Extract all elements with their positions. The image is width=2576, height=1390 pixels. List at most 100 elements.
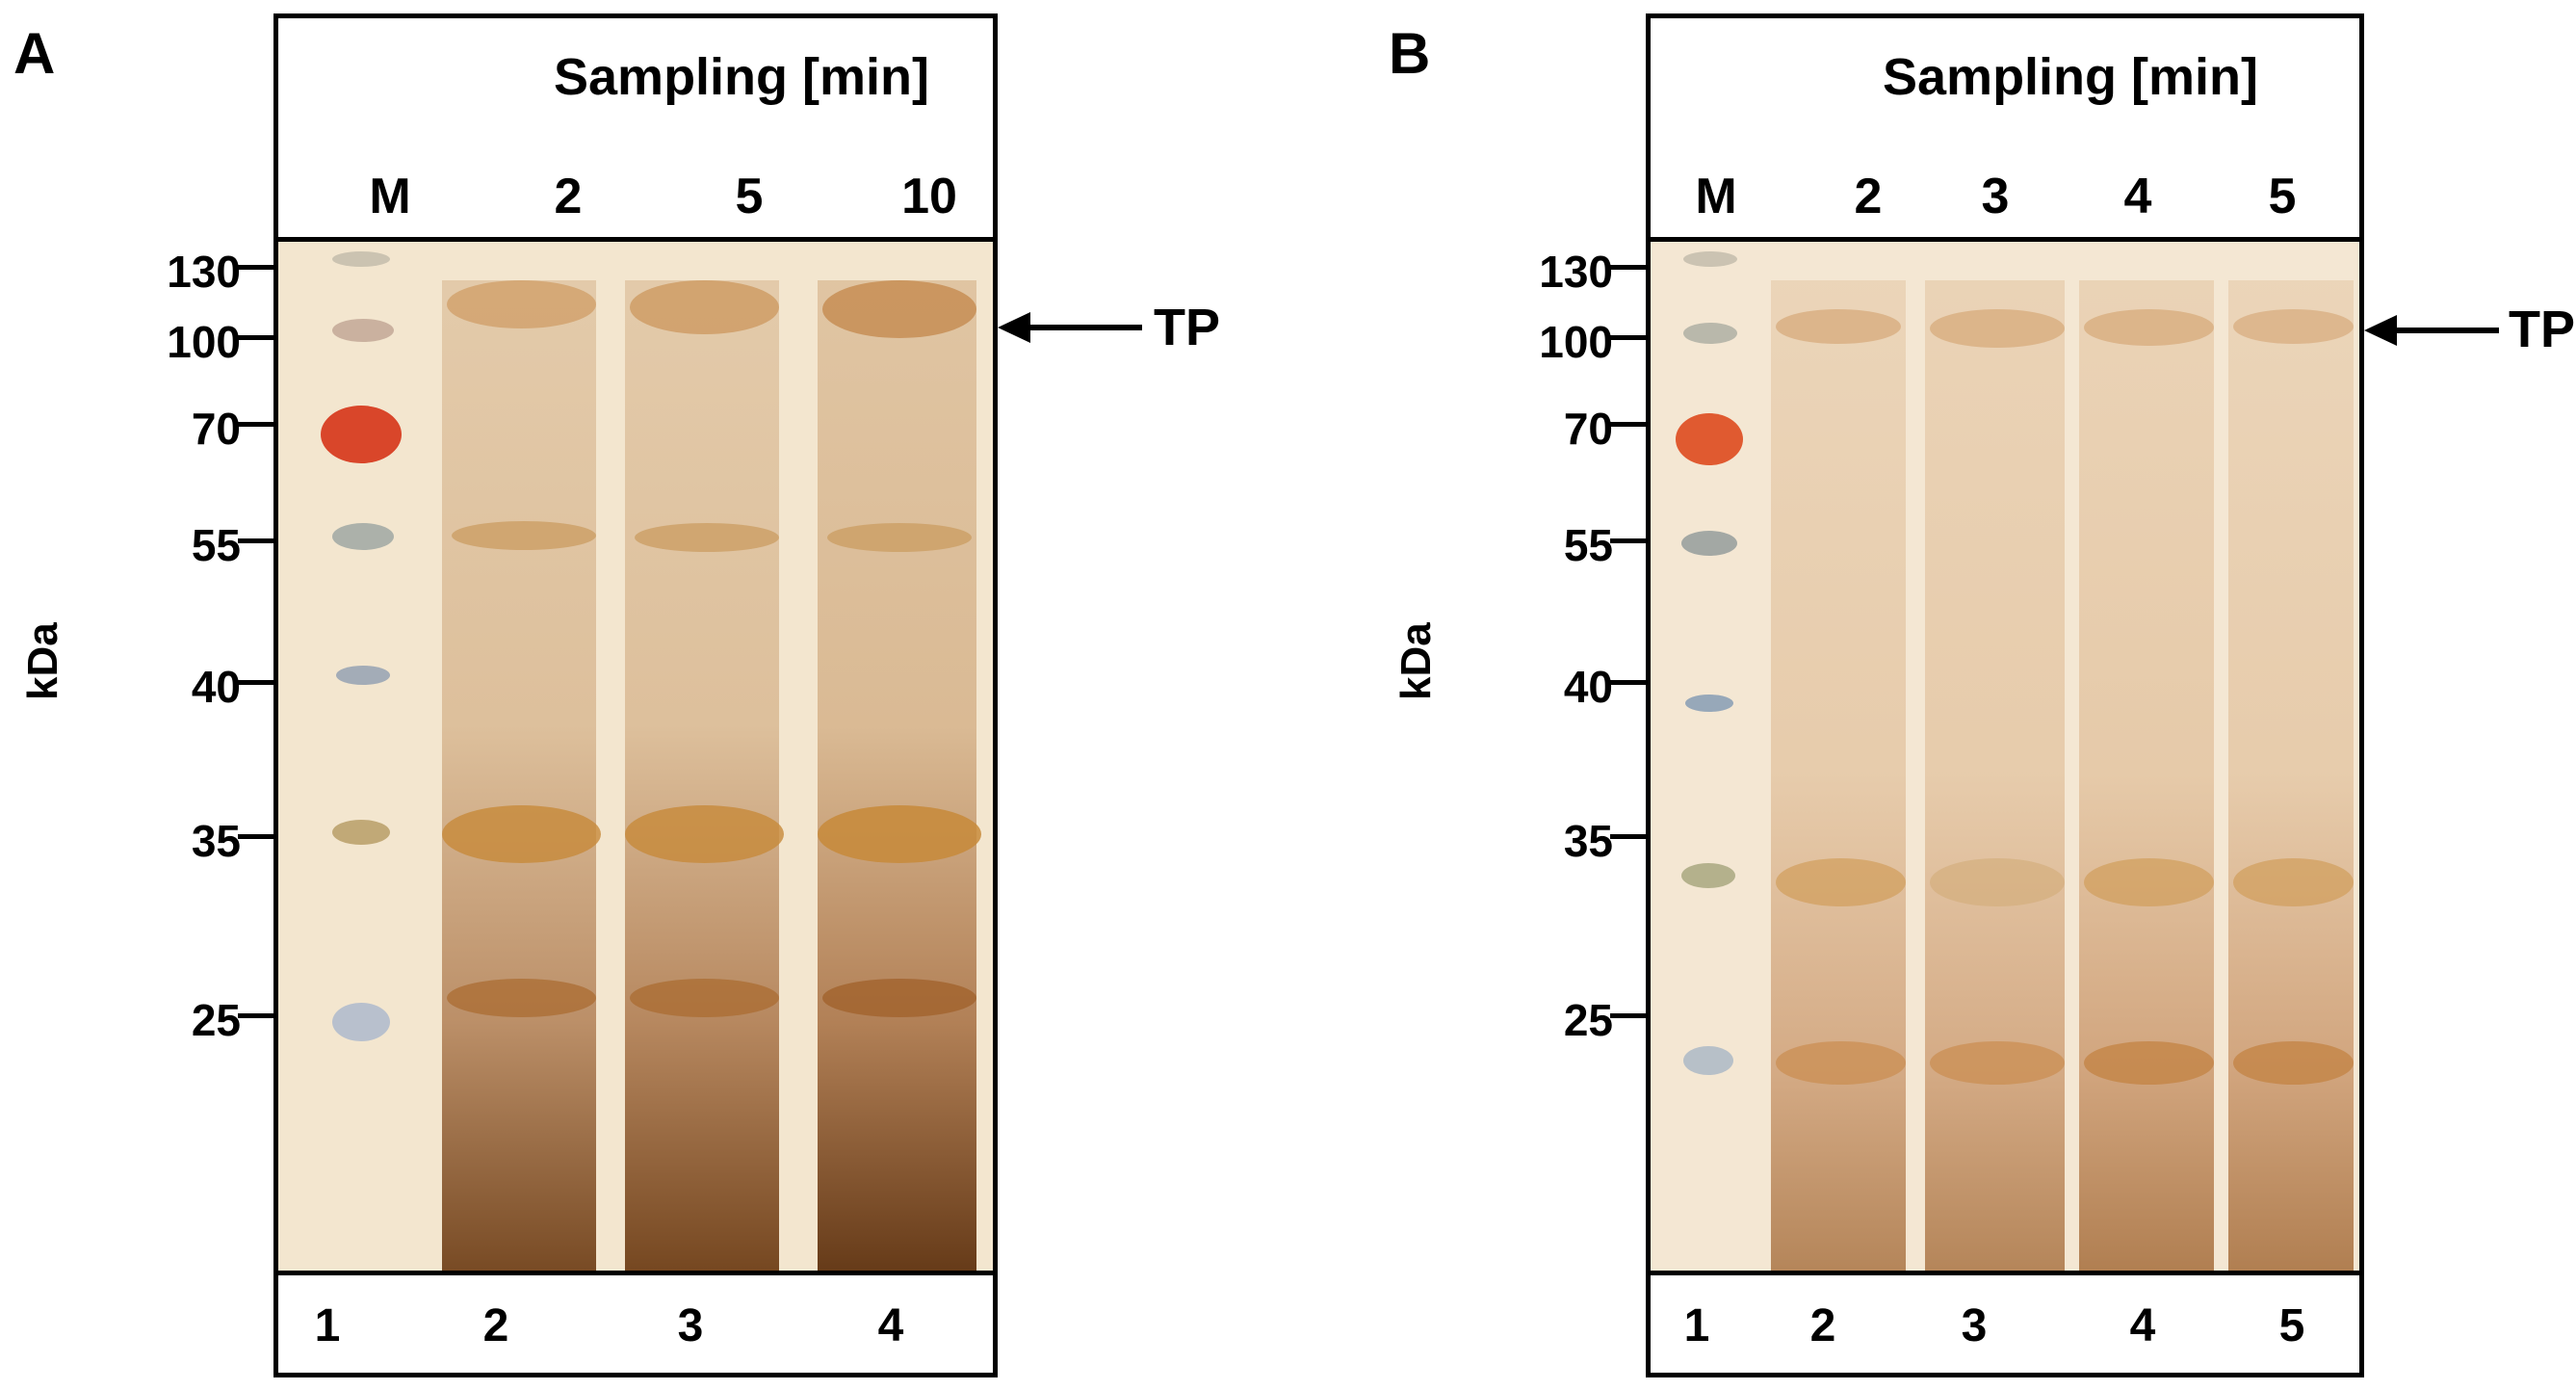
mw-tick xyxy=(1610,422,1647,427)
marker-band xyxy=(1685,695,1733,712)
mw-label-55: 55 xyxy=(1563,520,1613,570)
lane-number: 1 xyxy=(1683,1300,1710,1351)
sample-lane xyxy=(625,280,779,1271)
marker-band xyxy=(332,251,390,267)
mw-label-55: 55 xyxy=(191,520,241,570)
marker-band xyxy=(332,820,390,845)
lane-number: 3 xyxy=(1961,1300,1988,1351)
lane-header: 10 xyxy=(901,169,957,224)
marker-band xyxy=(332,319,394,342)
mw-label-35: 35 xyxy=(1563,816,1613,866)
mw-tick xyxy=(1610,834,1647,839)
arrow-head-icon xyxy=(2364,315,2397,346)
panel-letter: A xyxy=(13,21,56,86)
header-divider xyxy=(273,237,998,242)
protein-band xyxy=(2084,858,2214,906)
mw-tick xyxy=(238,834,274,839)
mw-label-25: 25 xyxy=(1563,995,1613,1045)
footer-divider xyxy=(1646,1271,2364,1275)
arrow-head-icon xyxy=(998,312,1030,343)
mw-tick xyxy=(238,1013,274,1018)
mw-label-130: 130 xyxy=(1539,247,1613,297)
mw-label-25: 25 xyxy=(191,995,241,1045)
marker-band xyxy=(1683,323,1737,344)
header-title: Sampling [min] xyxy=(554,48,929,106)
sample-lane xyxy=(2079,280,2214,1271)
lane-header: M xyxy=(1695,169,1737,224)
marker-band xyxy=(332,523,394,550)
mw-label-100: 100 xyxy=(1539,317,1613,367)
lane-header: 4 xyxy=(2123,169,2152,224)
tp-band xyxy=(2233,309,2354,344)
tp-band xyxy=(1776,309,1901,344)
mw-tick xyxy=(1610,538,1647,543)
mw-tick xyxy=(238,680,274,685)
tp-band xyxy=(1930,309,2065,348)
protein-band xyxy=(1930,858,2065,906)
protein-band xyxy=(818,805,981,863)
lane-header: 3 xyxy=(1981,169,2010,224)
tp-band xyxy=(822,280,976,338)
protein-band xyxy=(635,523,779,552)
marker-band xyxy=(321,406,402,463)
lane-number: 1 xyxy=(314,1300,341,1351)
mw-label-130: 130 xyxy=(167,247,241,297)
arrow-icon xyxy=(2393,328,2499,333)
protein-band xyxy=(2233,1041,2354,1085)
mw-tick xyxy=(1610,1013,1647,1018)
mw-label-70: 70 xyxy=(1563,404,1613,454)
marker-band xyxy=(332,1003,390,1041)
sample-lane xyxy=(442,280,596,1271)
tp-label: TP xyxy=(1154,299,1221,356)
marker-band xyxy=(1683,251,1737,267)
protein-band xyxy=(2233,858,2354,906)
mw-tick xyxy=(238,335,274,340)
marker-band xyxy=(1681,863,1735,888)
lane-number: 5 xyxy=(2278,1300,2305,1351)
mw-tick xyxy=(1610,265,1647,270)
lane-header: 5 xyxy=(735,169,764,224)
protein-band xyxy=(452,521,596,550)
marker-band xyxy=(1683,1046,1733,1075)
sample-lane xyxy=(1925,280,2065,1271)
lane-header: 5 xyxy=(2268,169,2297,224)
lane-number: 4 xyxy=(877,1300,904,1351)
panel-letter: B xyxy=(1389,21,1431,86)
header-divider xyxy=(1646,237,2364,242)
protein-band xyxy=(1930,1041,2065,1085)
mw-label-40: 40 xyxy=(191,662,241,712)
y-axis-unit: kDa xyxy=(1392,622,1440,700)
lane-number: 2 xyxy=(482,1300,509,1351)
mw-label-70: 70 xyxy=(191,404,241,454)
mw-tick xyxy=(1610,335,1647,340)
protein-band xyxy=(1776,1041,1906,1085)
lane-header: M xyxy=(369,169,411,224)
protein-band xyxy=(442,805,601,863)
arrow-icon xyxy=(1027,325,1142,330)
protein-band xyxy=(1776,858,1906,906)
tp-band xyxy=(2084,309,2214,346)
tp-band xyxy=(447,280,596,328)
protein-band xyxy=(447,979,596,1017)
marker-band xyxy=(336,666,390,685)
mw-label-40: 40 xyxy=(1563,662,1613,712)
mw-tick xyxy=(1610,680,1647,685)
footer-divider xyxy=(273,1271,998,1275)
protein-band xyxy=(827,523,972,552)
protein-band xyxy=(625,805,784,863)
gel-image xyxy=(278,242,993,1271)
mw-tick xyxy=(238,538,274,543)
mw-label-100: 100 xyxy=(167,317,241,367)
sample-lane xyxy=(818,280,976,1271)
lane-number: 4 xyxy=(2129,1300,2156,1351)
tp-band xyxy=(630,280,779,334)
mw-label-35: 35 xyxy=(191,816,241,866)
protein-band xyxy=(2084,1041,2214,1085)
header-title: Sampling [min] xyxy=(1883,48,2258,106)
protein-band xyxy=(822,979,976,1017)
gel-image xyxy=(1651,242,2359,1271)
mw-tick xyxy=(238,265,274,270)
lane-header: 2 xyxy=(1854,169,1883,224)
